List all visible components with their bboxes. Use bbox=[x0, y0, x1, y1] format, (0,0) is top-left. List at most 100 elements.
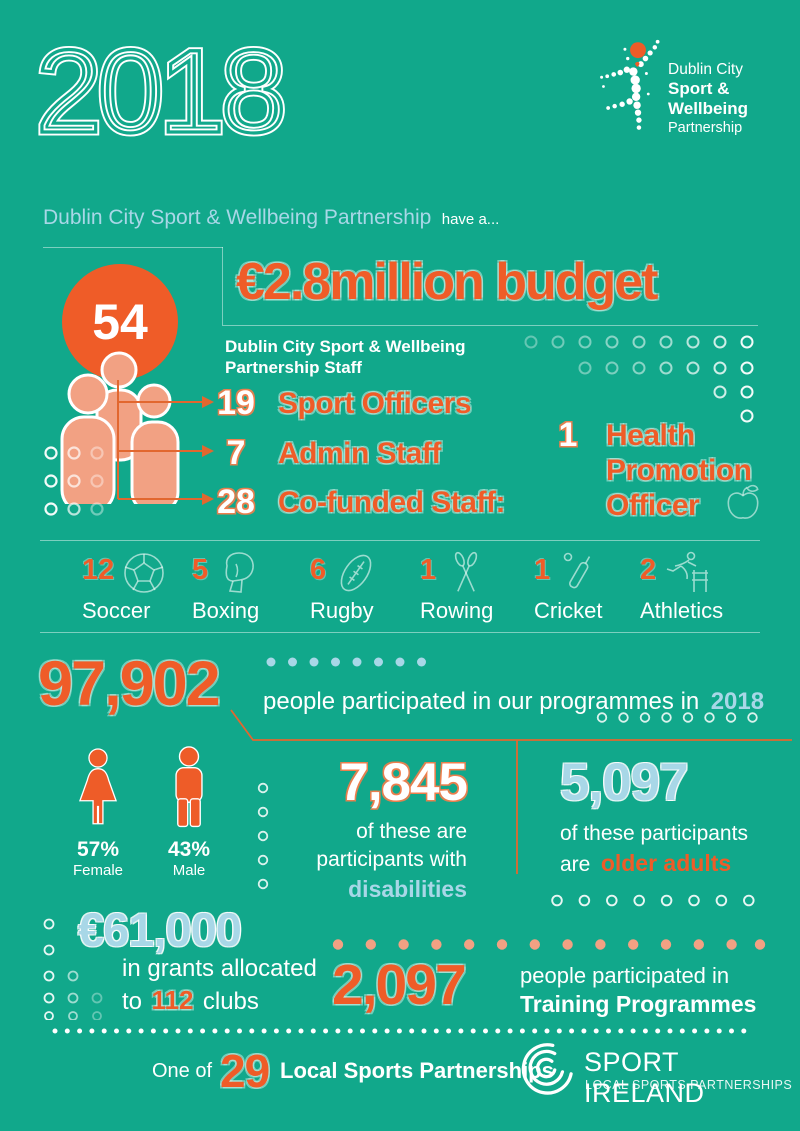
soccer-ball-icon bbox=[124, 553, 165, 593]
staff-total-number: 54 bbox=[92, 294, 148, 350]
svg-text:2018: 2018 bbox=[36, 28, 283, 153]
rowing-count: 1 bbox=[420, 554, 437, 586]
grants-line2: to 112 clubs bbox=[122, 985, 259, 1016]
grants-prefix: to bbox=[122, 988, 143, 1015]
older-adults-text: of these participants are older adults bbox=[560, 820, 748, 882]
disabilities-highlight: disabilities bbox=[348, 876, 467, 902]
health-officer-count: 1 bbox=[558, 416, 578, 454]
participation-text: people participated in our programmes in bbox=[263, 688, 700, 715]
athletics-count: 2 bbox=[640, 554, 657, 586]
dots-pattern bbox=[524, 335, 754, 423]
rugby-label: Rugby bbox=[310, 598, 374, 623]
male-percentage: 43% bbox=[167, 838, 211, 861]
boxing-glove-icon bbox=[225, 552, 254, 593]
training-number: 2,097 bbox=[332, 953, 467, 1017]
health-officer-label: Health Promotion Officer bbox=[606, 418, 752, 523]
female-percentage: 57% bbox=[76, 838, 120, 861]
budget-line-vertical bbox=[222, 247, 223, 325]
sports-divider-top bbox=[40, 540, 760, 541]
grants-clubs-count: 112 bbox=[151, 985, 194, 1015]
staff-label: Dublin City Sport & Wellbeing Partnershi… bbox=[225, 336, 466, 378]
sport-item-cricket: 1 Cricket bbox=[534, 552, 603, 622]
boxing-count: 5 bbox=[192, 554, 209, 586]
athletics-label: Athletics bbox=[640, 598, 724, 623]
older-highlight: older adults bbox=[600, 850, 732, 876]
rugby-ball-icon bbox=[340, 554, 372, 592]
logo-line2: Sport & bbox=[668, 79, 730, 98]
sport-ireland-spiral-icon bbox=[521, 1043, 573, 1095]
disabilities-text: of these are participants with disabilit… bbox=[285, 818, 467, 904]
staff-label-line2: Partnership Staff bbox=[225, 358, 362, 377]
grants-amount: €61,000 bbox=[78, 903, 242, 956]
sport-item-soccer: 12 Soccer bbox=[82, 553, 167, 623]
disabilities-line1: of these are bbox=[356, 820, 467, 843]
year-outline-text: 2018 2018 bbox=[36, 28, 290, 153]
disabilities-number: 7,845 bbox=[339, 753, 468, 812]
intro-org: Dublin City Sport & Wellbeing Partnershi… bbox=[43, 206, 432, 229]
disabilities-line2: participants with bbox=[316, 848, 467, 871]
participation-bracket bbox=[230, 709, 792, 874]
intro-suffix: have a... bbox=[441, 211, 500, 228]
cofunded-staff-label: Co-funded Staff: bbox=[278, 486, 505, 519]
sport-ireland-brand: SPORT IRELAND bbox=[584, 1047, 705, 1108]
budget-headline: €2.8million budget bbox=[236, 253, 658, 311]
dots-pattern bbox=[257, 782, 269, 890]
grants-line1: in grants allocated bbox=[122, 955, 317, 982]
dots-pattern bbox=[596, 712, 758, 723]
dots-pattern bbox=[44, 446, 104, 516]
cricket-count: 1 bbox=[534, 554, 551, 586]
health-line2: Promotion bbox=[606, 454, 752, 487]
grants-suffix: clubs bbox=[202, 988, 259, 1015]
rowing-oars-icon bbox=[454, 551, 478, 592]
footer-partnership-count: 29 bbox=[220, 1045, 270, 1097]
rugby-count: 6 bbox=[310, 554, 327, 586]
sport-item-rugby: 6 Rugby bbox=[310, 554, 379, 623]
apple-icon bbox=[727, 484, 759, 519]
sport-officers-count: 19 bbox=[217, 384, 255, 422]
svg-text:2018: 2018 bbox=[36, 28, 283, 153]
footer-prefix: One of bbox=[152, 1060, 213, 1082]
female-icon bbox=[78, 748, 118, 825]
staff-label-line1: Dublin City Sport & Wellbeing bbox=[225, 337, 466, 356]
training-line2: Training Programmes bbox=[520, 991, 757, 1017]
dotted-separator bbox=[52, 1028, 752, 1034]
soccer-label: Soccer bbox=[82, 598, 151, 623]
male-label: Male bbox=[172, 862, 206, 879]
logo-line1: Dublin City bbox=[668, 61, 743, 78]
staff-branch-arrows bbox=[117, 380, 214, 505]
older-prefix: are bbox=[560, 853, 591, 876]
athletics-hurdler-icon bbox=[666, 551, 709, 592]
health-line3: Officer bbox=[606, 489, 700, 522]
dots-pattern bbox=[43, 918, 103, 1020]
cofunded-staff-count: 28 bbox=[217, 483, 255, 521]
dots-pattern bbox=[266, 657, 426, 667]
logo-line4: Partnership bbox=[668, 120, 743, 136]
older-adults-number: 5,097 bbox=[560, 753, 689, 812]
intro-line: Dublin City Sport & Wellbeing Partnershi… bbox=[43, 206, 499, 230]
male-icon bbox=[175, 746, 203, 828]
budget-line-top bbox=[43, 247, 223, 248]
cricket-bat-icon bbox=[563, 552, 591, 589]
sport-item-athletics: 2 Athletics bbox=[640, 551, 724, 623]
older-line1: of these participants bbox=[560, 822, 748, 845]
participation-year: 2018 bbox=[710, 688, 765, 715]
admin-staff-count: 7 bbox=[226, 434, 246, 472]
sports-divider-bottom bbox=[40, 632, 760, 633]
sport-item-boxing: 5 Boxing bbox=[192, 552, 261, 622]
footer-label: Local Sports Partnerships bbox=[280, 1058, 554, 1083]
training-line1: people participated in bbox=[520, 963, 730, 988]
rowing-label: Rowing bbox=[420, 598, 494, 623]
sport-item-rowing: 1 Rowing bbox=[420, 551, 494, 623]
participation-sentence: people participated in our programmes in… bbox=[263, 688, 764, 716]
logo-line3: Wellbeing bbox=[668, 99, 748, 118]
sport-officers-label: Sport Officers bbox=[278, 387, 472, 420]
dots-pattern bbox=[551, 894, 755, 907]
dublin-city-logo-figure-icon bbox=[600, 39, 660, 130]
admin-staff-label: Admin Staff bbox=[278, 437, 441, 470]
budget-line-under bbox=[222, 325, 758, 326]
health-line1: Health bbox=[606, 419, 695, 452]
participants-number: 97,902 bbox=[38, 649, 221, 719]
sport-ireland-subbrand: LOCAL SPORTS PARTNERSHIPS bbox=[585, 1078, 793, 1092]
logo-wordmark: Dublin City Sport & Wellbeing Partnershi… bbox=[668, 60, 748, 138]
